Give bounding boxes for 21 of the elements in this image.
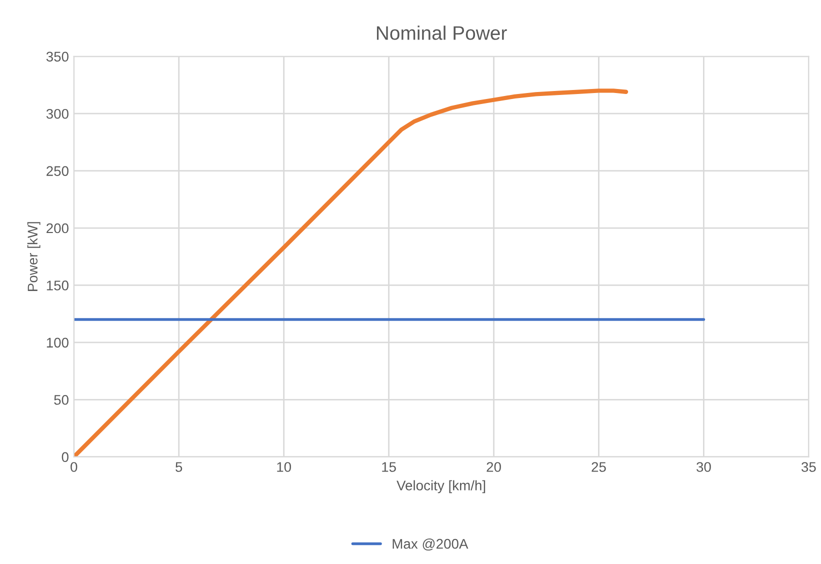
y-tick-label: 150 [46, 280, 68, 290]
y-tick-label: 350 [46, 52, 68, 62]
x-tick-label: 10 [277, 462, 292, 472]
y-tick-label: 300 [46, 108, 68, 119]
x-tick-label: 20 [486, 462, 501, 472]
legend-label: Max @200A [392, 538, 468, 551]
x-tick-label: 35 [801, 462, 816, 472]
x-axis-title: Velocity [km/h] [396, 480, 486, 494]
x-tick-label: 0 [70, 462, 78, 472]
y-tick-label: 200 [46, 223, 68, 234]
y-tick-label: 0 [62, 452, 68, 462]
y-tick-label: 100 [46, 338, 68, 348]
line-series [74, 88, 628, 457]
chart-title: Nominal Power [376, 26, 507, 40]
x-tick-label: 30 [696, 462, 711, 472]
x-tick-label: 25 [592, 462, 606, 472]
y-tick-label: 250 [46, 166, 68, 176]
y-axis-title: Power [kW] [27, 222, 40, 291]
y-tick-label: 50 [54, 394, 68, 405]
x-tick-label: 15 [382, 462, 396, 472]
x-tick-label: 5 [176, 462, 182, 472]
